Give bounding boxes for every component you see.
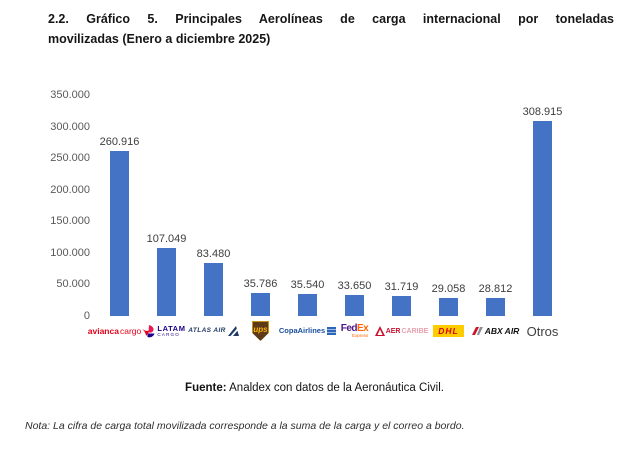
bar: [204, 263, 223, 316]
plot-columns: 260.916 avianca cargo 107.049 LATAM CARGO 83.4…: [88, 95, 566, 346]
bar-value-label: 83.480: [196, 248, 231, 260]
x-axis-category: avianca cargo: [88, 316, 152, 346]
footnote: Nota: La cifra de carga total movilizada…: [25, 420, 465, 432]
latam-cargo-logo: LATAM CARGO: [147, 324, 185, 338]
bar: [532, 121, 552, 316]
bar-column: 83.480 ATLAS AIR: [188, 95, 239, 346]
y-tick-label: 50.000: [56, 278, 90, 291]
y-axis: 0 50.000 100.000 150.000 200.000 250.000 300.0…: [36, 89, 90, 322]
x-axis-category: ABX AIR: [471, 316, 519, 346]
avianca-bird-icon: [142, 328, 152, 336]
bar-stack: 260.916: [99, 95, 140, 316]
x-axis-category: Otros: [527, 316, 559, 346]
bar-stack: 31.719: [384, 95, 419, 316]
bar: [251, 293, 270, 316]
bar: [392, 296, 411, 316]
x-axis-category: ups: [252, 316, 269, 346]
page-title-line1: 2.2. Gráfico 5. Principales Aerolíneas d…: [48, 12, 614, 26]
x-axis-category: LATAM CARGO: [147, 316, 185, 346]
bar: [298, 294, 317, 316]
bar-column: 29.058 DHL: [425, 95, 472, 346]
ups-shield-icon: ups: [253, 325, 268, 334]
atlas-air-logo: ATLAS AIR: [188, 326, 239, 336]
copa-flag-icon: [327, 327, 337, 335]
copa-airlines-logo: CopaAirlines: [279, 327, 337, 335]
bar: [345, 295, 364, 316]
source-label: Fuente:: [185, 382, 227, 394]
abx-air-logo: ABX AIR: [471, 327, 519, 336]
aercaribe-triangle-icon: [374, 326, 385, 336]
x-axis-category: FedEx Express: [341, 316, 369, 346]
ups-logo: ups: [252, 321, 269, 341]
bar: [109, 151, 129, 316]
bar-stack: 33.650: [337, 95, 372, 316]
page-title: 2.2. Gráfico 5. Principales Aerolíneas d…: [48, 9, 614, 49]
bar-stack: 308.915: [522, 95, 563, 316]
bar: [156, 248, 176, 316]
bar-value-label: 35.786: [243, 278, 278, 290]
y-tick-label: 0: [83, 310, 90, 322]
bar-stack: 83.480: [196, 95, 231, 316]
bar-value-label: 107.049: [146, 233, 187, 245]
bar-column: 35.786 ups: [237, 95, 284, 346]
bar: [486, 298, 505, 316]
bar-stack: 29.058: [431, 95, 466, 316]
source-line: Fuente: Analdex con datos de la Aeronáut…: [0, 382, 629, 394]
dhl-logo: DHL: [433, 324, 464, 338]
source-text: Analdex con datos de la Aeronáutica Civi…: [229, 382, 444, 394]
bar-value-label: 308.915: [522, 106, 563, 118]
latam-mark-icon: [147, 324, 155, 337]
y-tick-label: 350.000: [50, 89, 90, 101]
x-axis-category: DHL: [433, 316, 464, 346]
bar-column: 308.915 Otros: [519, 95, 566, 346]
bar-column: 33.650 FedEx Express: [331, 95, 378, 346]
bar-stack: 35.786: [243, 95, 278, 316]
y-tick-label: 100.000: [50, 246, 90, 259]
y-tick-label: 200.000: [50, 183, 90, 196]
bar-value-label: 29.058: [431, 283, 466, 295]
abx-swoosh-icon: [471, 327, 483, 335]
x-axis-category: CopaAirlines: [279, 316, 337, 346]
bar-value-label: 28.812: [478, 283, 513, 295]
bar-chart: 0 50.000 100.000 150.000 200.000 250.000 300.0…: [36, 89, 629, 346]
bar-column: 35.540 CopaAirlines: [279, 95, 337, 346]
bar-value-label: 31.719: [384, 281, 419, 293]
bar-column: 31.719 AER CARIBE: [374, 95, 428, 346]
x-axis-category: AER CARIBE: [374, 316, 428, 346]
page-title-line2: movilizadas (Enero a diciembre 2025): [48, 32, 271, 46]
bar-column: 107.049 LATAM CARGO: [143, 95, 190, 346]
aercaribe-logo: AER CARIBE: [374, 326, 428, 336]
y-tick-label: 150.000: [50, 215, 90, 228]
bar-column: 260.916 avianca cargo: [88, 95, 152, 346]
bar-stack: 28.812: [478, 95, 513, 316]
avianca-cargo-logo: avianca cargo: [88, 327, 152, 336]
fedex-logo: FedEx Express: [340, 322, 369, 338]
bar-value-label: 260.916: [99, 136, 140, 148]
otros-label: Otros: [526, 323, 559, 339]
y-tick-label: 300.000: [50, 120, 90, 133]
bar-value-label: 33.650: [337, 280, 372, 292]
bar: [439, 298, 458, 316]
bar-stack: 107.049: [146, 95, 187, 316]
bar-stack: 35.540: [290, 95, 325, 316]
x-axis-category: ATLAS AIR: [188, 316, 239, 346]
bar-value-label: 35.540: [290, 279, 325, 291]
bar-column: 28.812 ABX AIR: [471, 95, 519, 346]
atlas-tail-icon: [227, 326, 239, 336]
y-tick-label: 250.000: [50, 152, 90, 165]
